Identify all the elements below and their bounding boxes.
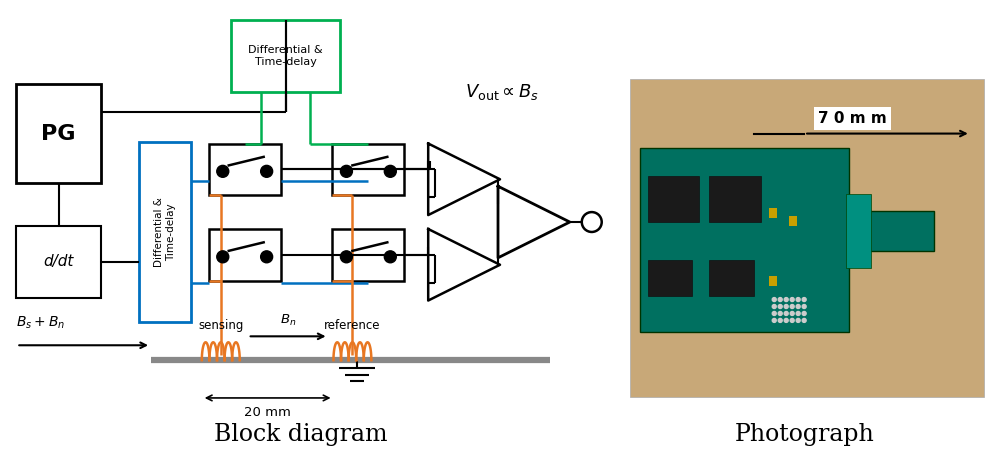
Text: Photograph: Photograph xyxy=(734,423,874,446)
Circle shape xyxy=(340,251,352,263)
Text: 20 mm: 20 mm xyxy=(244,406,291,419)
Text: PG: PG xyxy=(41,124,76,144)
Circle shape xyxy=(340,165,352,177)
Text: d/dt: d/dt xyxy=(44,254,74,269)
Circle shape xyxy=(772,312,776,315)
Text: Differential &
Time-delay: Differential & Time-delay xyxy=(248,45,323,67)
Bar xyxy=(846,194,871,268)
Text: $V_{\mathrm{out}} \propto B_s$: $V_{\mathrm{out}} \propto B_s$ xyxy=(465,82,539,102)
Circle shape xyxy=(790,312,794,315)
Bar xyxy=(209,229,281,281)
Circle shape xyxy=(790,318,794,323)
Bar xyxy=(16,226,101,298)
Circle shape xyxy=(772,318,776,323)
Circle shape xyxy=(796,304,800,308)
Circle shape xyxy=(784,298,788,302)
Circle shape xyxy=(802,298,806,302)
Circle shape xyxy=(790,298,794,302)
Circle shape xyxy=(802,304,806,308)
Bar xyxy=(231,20,340,92)
Bar xyxy=(209,144,281,195)
Circle shape xyxy=(778,312,782,315)
Text: sensing: sensing xyxy=(198,319,243,333)
Circle shape xyxy=(261,165,273,177)
Bar xyxy=(769,276,777,286)
Circle shape xyxy=(796,298,800,302)
Bar xyxy=(849,211,934,251)
Bar xyxy=(640,149,849,333)
Circle shape xyxy=(384,165,396,177)
Circle shape xyxy=(784,304,788,308)
Circle shape xyxy=(217,251,229,263)
Circle shape xyxy=(796,318,800,323)
Circle shape xyxy=(772,298,776,302)
Circle shape xyxy=(384,251,396,263)
Circle shape xyxy=(261,251,273,263)
Bar xyxy=(709,176,761,222)
Circle shape xyxy=(217,165,229,177)
Bar xyxy=(139,141,191,323)
Circle shape xyxy=(790,304,794,308)
Bar xyxy=(789,216,797,226)
Bar xyxy=(648,260,692,295)
Text: Differential &
Time-delay: Differential & Time-delay xyxy=(154,197,176,267)
Circle shape xyxy=(784,312,788,315)
Circle shape xyxy=(778,298,782,302)
Bar xyxy=(332,229,404,281)
Bar xyxy=(648,176,699,222)
Circle shape xyxy=(778,304,782,308)
Circle shape xyxy=(778,318,782,323)
Bar xyxy=(332,144,404,195)
Circle shape xyxy=(784,318,788,323)
Text: reference: reference xyxy=(324,319,381,333)
Text: $B_s + B_n$: $B_s + B_n$ xyxy=(16,315,65,331)
Bar xyxy=(709,260,754,295)
Bar xyxy=(16,84,101,183)
Circle shape xyxy=(796,312,800,315)
Text: 7 0 m m: 7 0 m m xyxy=(818,111,887,126)
Text: Block diagram: Block diagram xyxy=(214,423,387,446)
Text: $B_n$: $B_n$ xyxy=(280,313,296,328)
Circle shape xyxy=(802,318,806,323)
Circle shape xyxy=(772,304,776,308)
Bar xyxy=(630,79,984,397)
Circle shape xyxy=(802,312,806,315)
Bar xyxy=(769,208,777,218)
